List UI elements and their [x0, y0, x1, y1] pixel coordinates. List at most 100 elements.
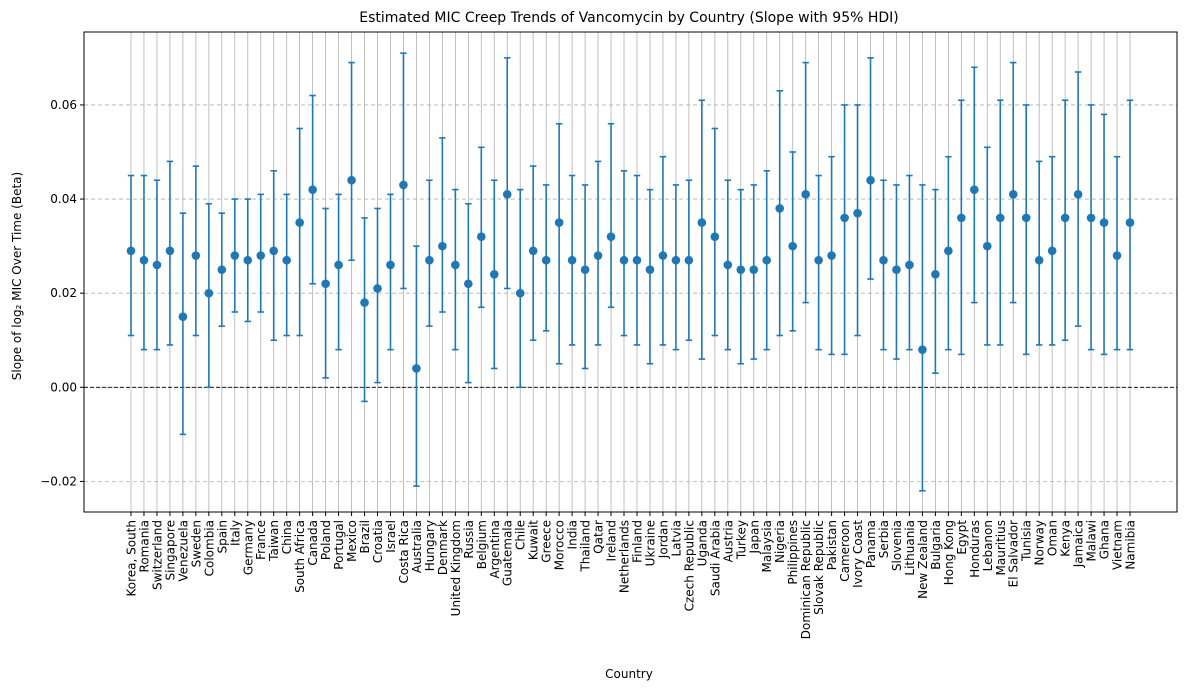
- data-point-group: [295, 127, 304, 337]
- x-gridlines: [130, 32, 1131, 512]
- data-point: [658, 251, 668, 260]
- data-point-group: [905, 174, 914, 351]
- data-point: [1073, 190, 1083, 199]
- data-point-group: [619, 170, 629, 337]
- x-tick-label: Mauritius: [994, 520, 1008, 575]
- data-point: [126, 246, 136, 256]
- data-point: [944, 246, 953, 256]
- x-tick-label: Nigeria: [773, 520, 787, 563]
- data-point-group: [645, 188, 655, 365]
- chart-title: Estimated MIC Creep Trends of Vancomycin…: [359, 10, 899, 26]
- x-tick-label: Chile: [514, 520, 528, 550]
- x-tick-label: Malaysia: [760, 520, 774, 572]
- x-tick-label: Russia: [462, 520, 476, 559]
- data-point: [321, 279, 330, 289]
- y-axis-ticks: −0.02 0.00 0.02 0.04 0.06: [40, 98, 84, 488]
- data-point-group: [386, 193, 395, 351]
- data-point: [217, 265, 227, 274]
- data-point-group: [866, 57, 875, 280]
- x-tick-label: Ghana: [1098, 520, 1112, 559]
- data-point-group: [360, 217, 369, 403]
- data-point-group: [528, 165, 538, 342]
- data-point: [632, 255, 642, 265]
- data-point-group: [178, 212, 188, 436]
- data-point-group: [1099, 113, 1109, 356]
- data-point-group: [1125, 99, 1135, 351]
- data-point-group: [451, 188, 460, 351]
- x-tick-label: United Kingdom: [449, 520, 463, 616]
- data-point: [373, 284, 382, 293]
- data-point: [814, 255, 823, 265]
- y-tick-label: −0.02: [40, 474, 77, 488]
- data-point: [918, 345, 927, 354]
- data-point-group: [580, 184, 590, 370]
- data-point-group: [606, 122, 616, 309]
- data-point-group: [957, 99, 966, 356]
- data-point: [1034, 255, 1044, 265]
- x-tick-label: El Salvador: [1007, 520, 1021, 587]
- data-point: [1047, 246, 1057, 256]
- data-point-group: [1086, 104, 1096, 351]
- data-point: [931, 270, 940, 279]
- data-point: [165, 246, 175, 256]
- x-tick-label: Singapore: [163, 520, 177, 581]
- data-point: [438, 241, 447, 251]
- data-point: [801, 190, 810, 199]
- data-point: [853, 208, 862, 218]
- data-point: [152, 260, 162, 270]
- x-tick-label: Malawi: [1085, 520, 1099, 562]
- x-tick-label: Croatia: [371, 520, 385, 563]
- x-tick-label: Switzerland: [150, 520, 164, 590]
- x-tick-label: Denmark: [436, 520, 450, 575]
- data-point-group: [217, 212, 227, 327]
- y-tick-label: 0.06: [50, 98, 77, 112]
- x-tick-label: Ivory Coast: [851, 520, 865, 588]
- data-point-group: [723, 179, 733, 351]
- data-point: [671, 255, 681, 265]
- data-point-group: [373, 207, 382, 384]
- x-tick-label: Israel: [384, 520, 398, 553]
- x-tick-label: Lebanon: [981, 520, 995, 571]
- data-point: [775, 204, 785, 213]
- data-point: [1086, 213, 1096, 223]
- x-tick-label: Portugal: [332, 520, 346, 570]
- data-point-group: [554, 122, 564, 365]
- x-tick-label: Namibia: [1124, 520, 1138, 570]
- y-tick-label: 0.02: [50, 286, 77, 300]
- data-point-group: [671, 184, 681, 351]
- data-point-group: [593, 160, 603, 346]
- x-tick-label: Colombia: [202, 520, 216, 576]
- data-point-group: [334, 193, 343, 351]
- x-tick-label: Brazil: [358, 520, 372, 554]
- x-tick-label: Guatemala: [501, 520, 515, 586]
- x-tick-label: Hungary: [423, 520, 437, 571]
- data-point-group: [230, 198, 240, 313]
- data-point: [139, 255, 149, 265]
- data-point-group: [1034, 160, 1044, 346]
- data-point: [619, 255, 629, 265]
- data-point-group: [476, 146, 486, 309]
- data-point: [541, 255, 551, 265]
- x-tick-label: Spain: [215, 520, 229, 554]
- data-point: [425, 255, 434, 265]
- data-point: [697, 218, 707, 227]
- data-point-group: [321, 207, 330, 379]
- data-point: [178, 312, 188, 322]
- x-tick-label: Saudi Arabia: [708, 520, 722, 596]
- data-point: [360, 298, 369, 307]
- data-point-group: [801, 61, 810, 304]
- data-point-group: [1047, 155, 1057, 346]
- data-point-group: [814, 174, 823, 351]
- x-tick-label: Latvia: [669, 520, 683, 557]
- x-tick-label: Dominican Republic: [799, 520, 813, 639]
- data-point-group: [918, 184, 927, 492]
- x-tick-label: Tunisia: [1020, 520, 1034, 562]
- x-tick-label: Serbia: [877, 520, 891, 558]
- data-point-group: [970, 66, 979, 304]
- data-point-group: [425, 179, 434, 327]
- x-tick-label: Japan: [747, 520, 761, 554]
- data-point-group: [269, 170, 279, 342]
- y-axis-label: Slope of log₂ MIC Over Time (Beta): [10, 172, 24, 380]
- x-tick-label: Uganda: [695, 520, 709, 566]
- x-tick-label: Ukraine: [643, 520, 657, 566]
